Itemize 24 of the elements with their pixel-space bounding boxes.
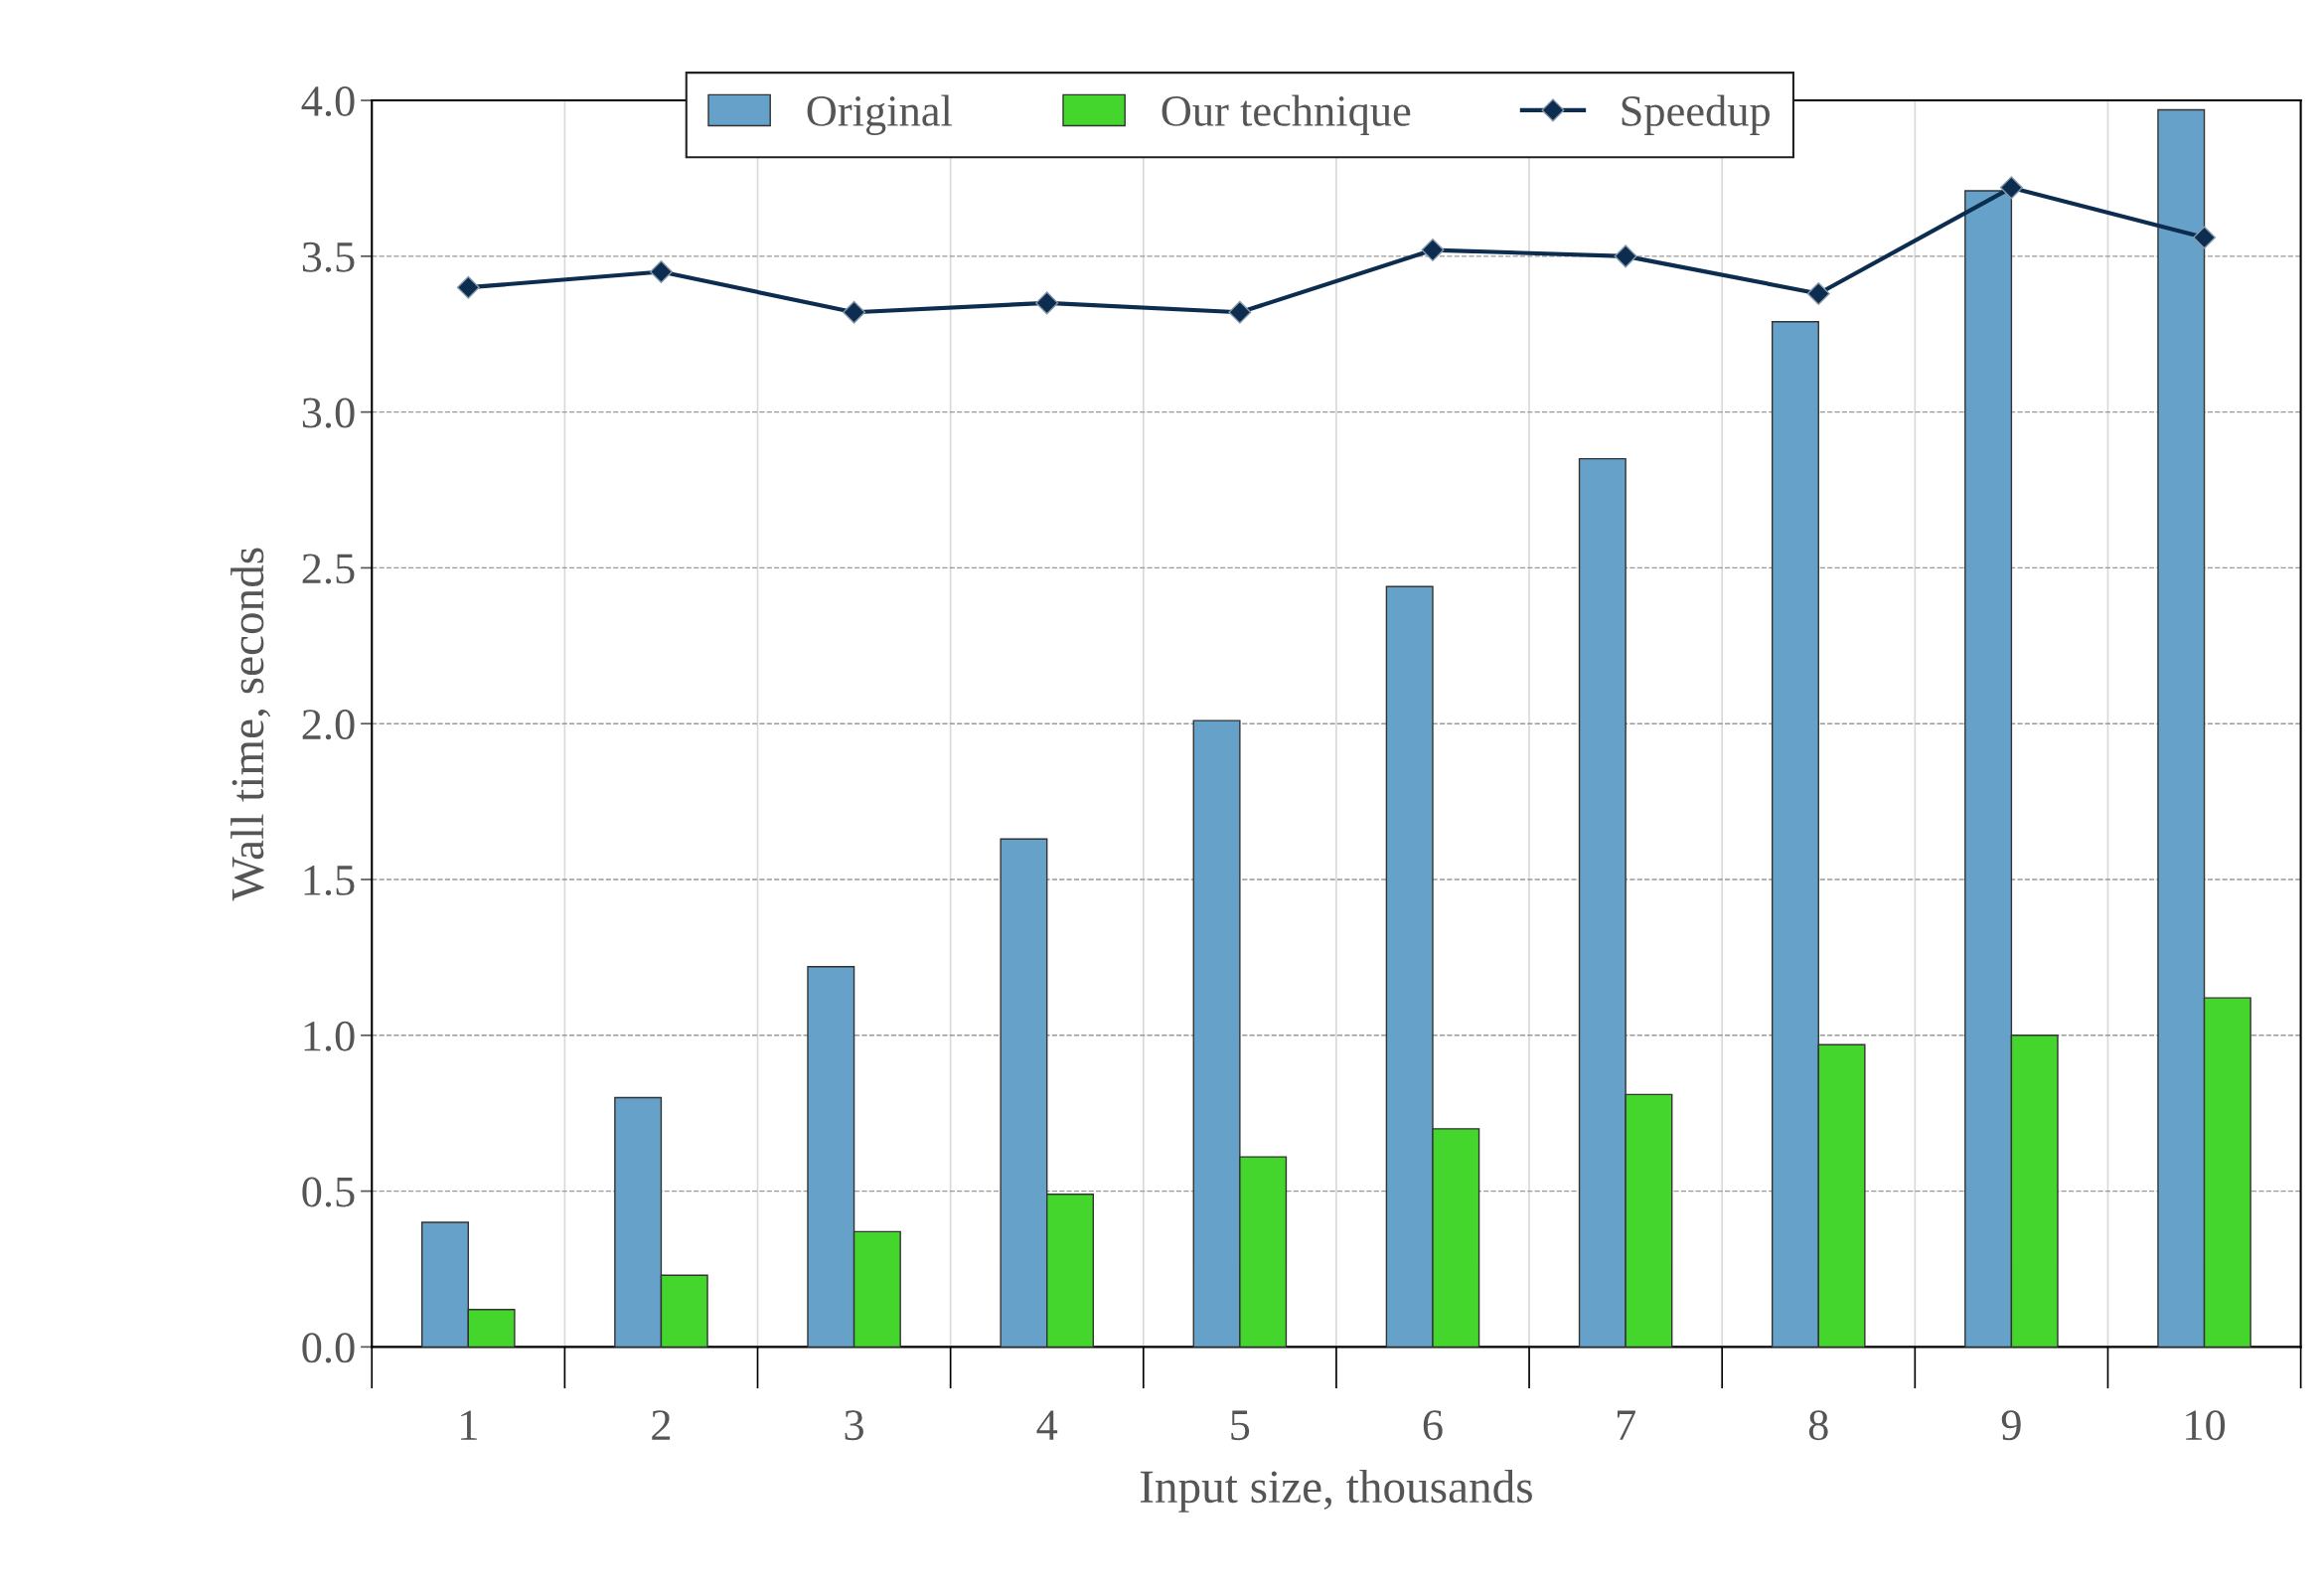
y-tick-label: 0.5 <box>302 1177 355 1207</box>
x-axis-title: Input size, thousands <box>1140 1470 1532 1513</box>
x-tick-label: 4 <box>1036 1410 1058 1440</box>
y-tick-label: 4.0 <box>301 85 355 117</box>
legend-label: Original <box>807 94 952 136</box>
x-tick-label: 9 <box>2001 1410 2021 1441</box>
x-tick-label: 3 <box>845 1410 863 1441</box>
legend-label: Speedup <box>1622 94 1770 135</box>
x-tick-label: 7 <box>1617 1410 1635 1440</box>
x-tick-label: 2 <box>652 1410 671 1440</box>
y-tick-label: 3.5 <box>302 241 355 272</box>
y-tick-label: 2.0 <box>302 710 355 740</box>
x-tick-label: 5 <box>1231 1410 1250 1441</box>
y-tick-label: 0.0 <box>302 1333 355 1363</box>
legend-label: Our technique <box>1162 94 1411 135</box>
y-tick-label: 1.5 <box>304 866 355 896</box>
y-tick-label: 2.5 <box>302 554 355 584</box>
x-tick-label: 1 <box>461 1410 477 1440</box>
x-tick-label: 10 <box>2186 1410 2226 1441</box>
y-tick-label: 1.0 <box>304 1021 355 1051</box>
x-tick-label: 8 <box>1808 1410 1828 1441</box>
y-tick-label: 3.0 <box>302 398 355 428</box>
x-tick-label: 6 <box>1423 1410 1443 1441</box>
y-axis-title: Wall time, seconds <box>231 548 271 901</box>
